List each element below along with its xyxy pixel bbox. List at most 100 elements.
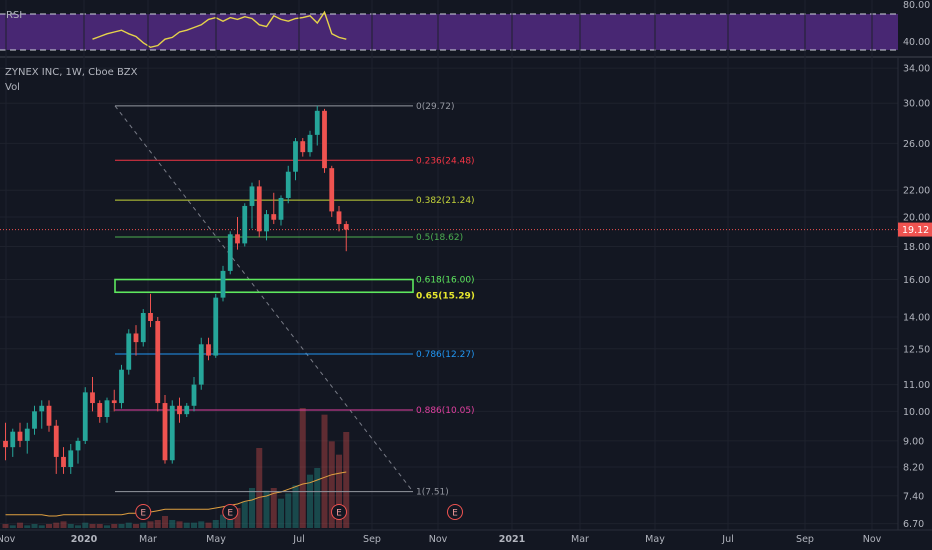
volume-bar <box>133 524 139 528</box>
fib-level-label: 0.382(21.24) <box>416 196 475 206</box>
candle <box>184 403 190 418</box>
candle-body <box>24 428 30 441</box>
candle <box>314 105 320 146</box>
volume-bar <box>198 521 205 528</box>
candle-body <box>155 321 161 404</box>
candle <box>307 130 313 157</box>
volume-bar <box>328 441 335 528</box>
earnings-marker[interactable]: E <box>222 504 239 520</box>
earnings-marker-circle <box>447 504 463 520</box>
price-tick-label: 9.00 <box>903 436 924 447</box>
volume-bar <box>60 521 67 528</box>
rsi-pane: RSI 80.00 40.00 <box>0 0 930 51</box>
volume-bar <box>17 522 23 528</box>
time-tick-label: Sep <box>796 534 814 545</box>
price-axis[interactable]: 34.00 30.00 26.00 22.00 20.00 18.00 16.00 14.00… <box>903 64 930 531</box>
volume-bar <box>270 488 277 528</box>
volume-bar <box>263 490 270 528</box>
candle-body <box>53 425 59 457</box>
fib-level-label: 1(7.51) <box>416 488 449 498</box>
current-price-tag-bg <box>898 222 932 237</box>
volume-bar <box>285 493 292 528</box>
candle-body <box>61 456 66 467</box>
fib-level-label: 0.236(24.48) <box>416 156 475 166</box>
candle-body <box>184 405 190 415</box>
candle <box>97 400 103 423</box>
candle <box>90 377 95 412</box>
candle-body <box>119 369 124 404</box>
price-tick-label: 22.00 <box>903 186 930 197</box>
candle-body <box>293 141 298 172</box>
time-tick-label: Jul <box>721 534 733 545</box>
candle-body <box>126 333 132 370</box>
fib-level-label: 0.886(10.05) <box>416 406 475 416</box>
candle <box>220 265 226 302</box>
volume-bar <box>314 468 321 528</box>
volume-bar <box>89 524 96 528</box>
candle <box>177 397 182 423</box>
fib-level-label: 0.65(15.29) <box>416 291 475 301</box>
candle <box>329 165 335 217</box>
price-tick-label: 10.00 <box>903 407 930 418</box>
candle <box>293 138 298 181</box>
price-tick-label: 18.00 <box>903 242 930 253</box>
candle-body <box>278 197 284 220</box>
earnings-marker-label: E <box>336 509 342 519</box>
candle <box>213 293 219 358</box>
candle-body <box>104 400 110 418</box>
price-tick-label: 30.00 <box>903 99 930 110</box>
candle <box>10 428 16 457</box>
candle <box>278 195 284 226</box>
time-tick-label: Mar <box>571 534 589 545</box>
volume-bar <box>307 474 313 528</box>
earnings-marker-label: E <box>140 509 146 519</box>
candle <box>343 221 349 252</box>
candle <box>119 364 124 409</box>
candle-body <box>191 384 197 406</box>
volume-bar <box>125 522 132 528</box>
volume-bar <box>278 498 284 528</box>
fibonacci-retracement[interactable]: 0(29.72) 0.236(24.48) 0.382(21.24) 0.5(18.6… <box>114 102 475 498</box>
price-tick-label: 7.40 <box>903 491 924 502</box>
volume-bar <box>234 508 241 528</box>
candle <box>235 216 240 250</box>
volume-bar <box>111 524 118 528</box>
candle-body <box>97 403 103 418</box>
time-tick-label: Mar <box>139 534 157 545</box>
candle <box>17 422 23 448</box>
candlesticks <box>3 105 349 474</box>
candle <box>285 165 291 204</box>
fib-golden-zone <box>114 278 414 294</box>
earnings-marker[interactable]: E <box>447 504 463 520</box>
earnings-marker[interactable]: E <box>135 504 152 520</box>
candle <box>336 205 342 232</box>
earnings-marker-label: E <box>452 509 458 519</box>
rsi-title: RSI <box>6 10 22 21</box>
time-axis[interactable]: Nov 2020 Mar May Jul Sep Nov 2021 Mar May Jul Sep No… <box>0 534 882 545</box>
volume-bar <box>154 520 161 528</box>
time-tick-label: 2021 <box>499 534 525 545</box>
volume-bar <box>96 524 103 528</box>
time-tick-label: Nov <box>863 534 882 545</box>
candle-body <box>220 270 226 298</box>
candle-body <box>177 405 182 415</box>
volume-bar <box>191 522 197 528</box>
candle <box>140 309 146 347</box>
volume-bar <box>31 524 38 528</box>
candle <box>61 447 66 474</box>
volume-bar <box>183 522 190 528</box>
volume-bar <box>2 524 9 528</box>
price-tick-label: 16.00 <box>903 275 930 286</box>
fibonacci-trend-line[interactable] <box>114 105 414 492</box>
candle-body <box>10 431 16 448</box>
volume-bar <box>292 485 299 528</box>
candle-body <box>82 392 88 441</box>
candle-body <box>271 214 277 220</box>
earnings-marker[interactable]: E <box>331 504 347 520</box>
candle-body <box>249 186 255 206</box>
candle-body <box>140 312 146 343</box>
earnings-marker-label: E <box>227 509 233 519</box>
candle <box>271 192 277 225</box>
